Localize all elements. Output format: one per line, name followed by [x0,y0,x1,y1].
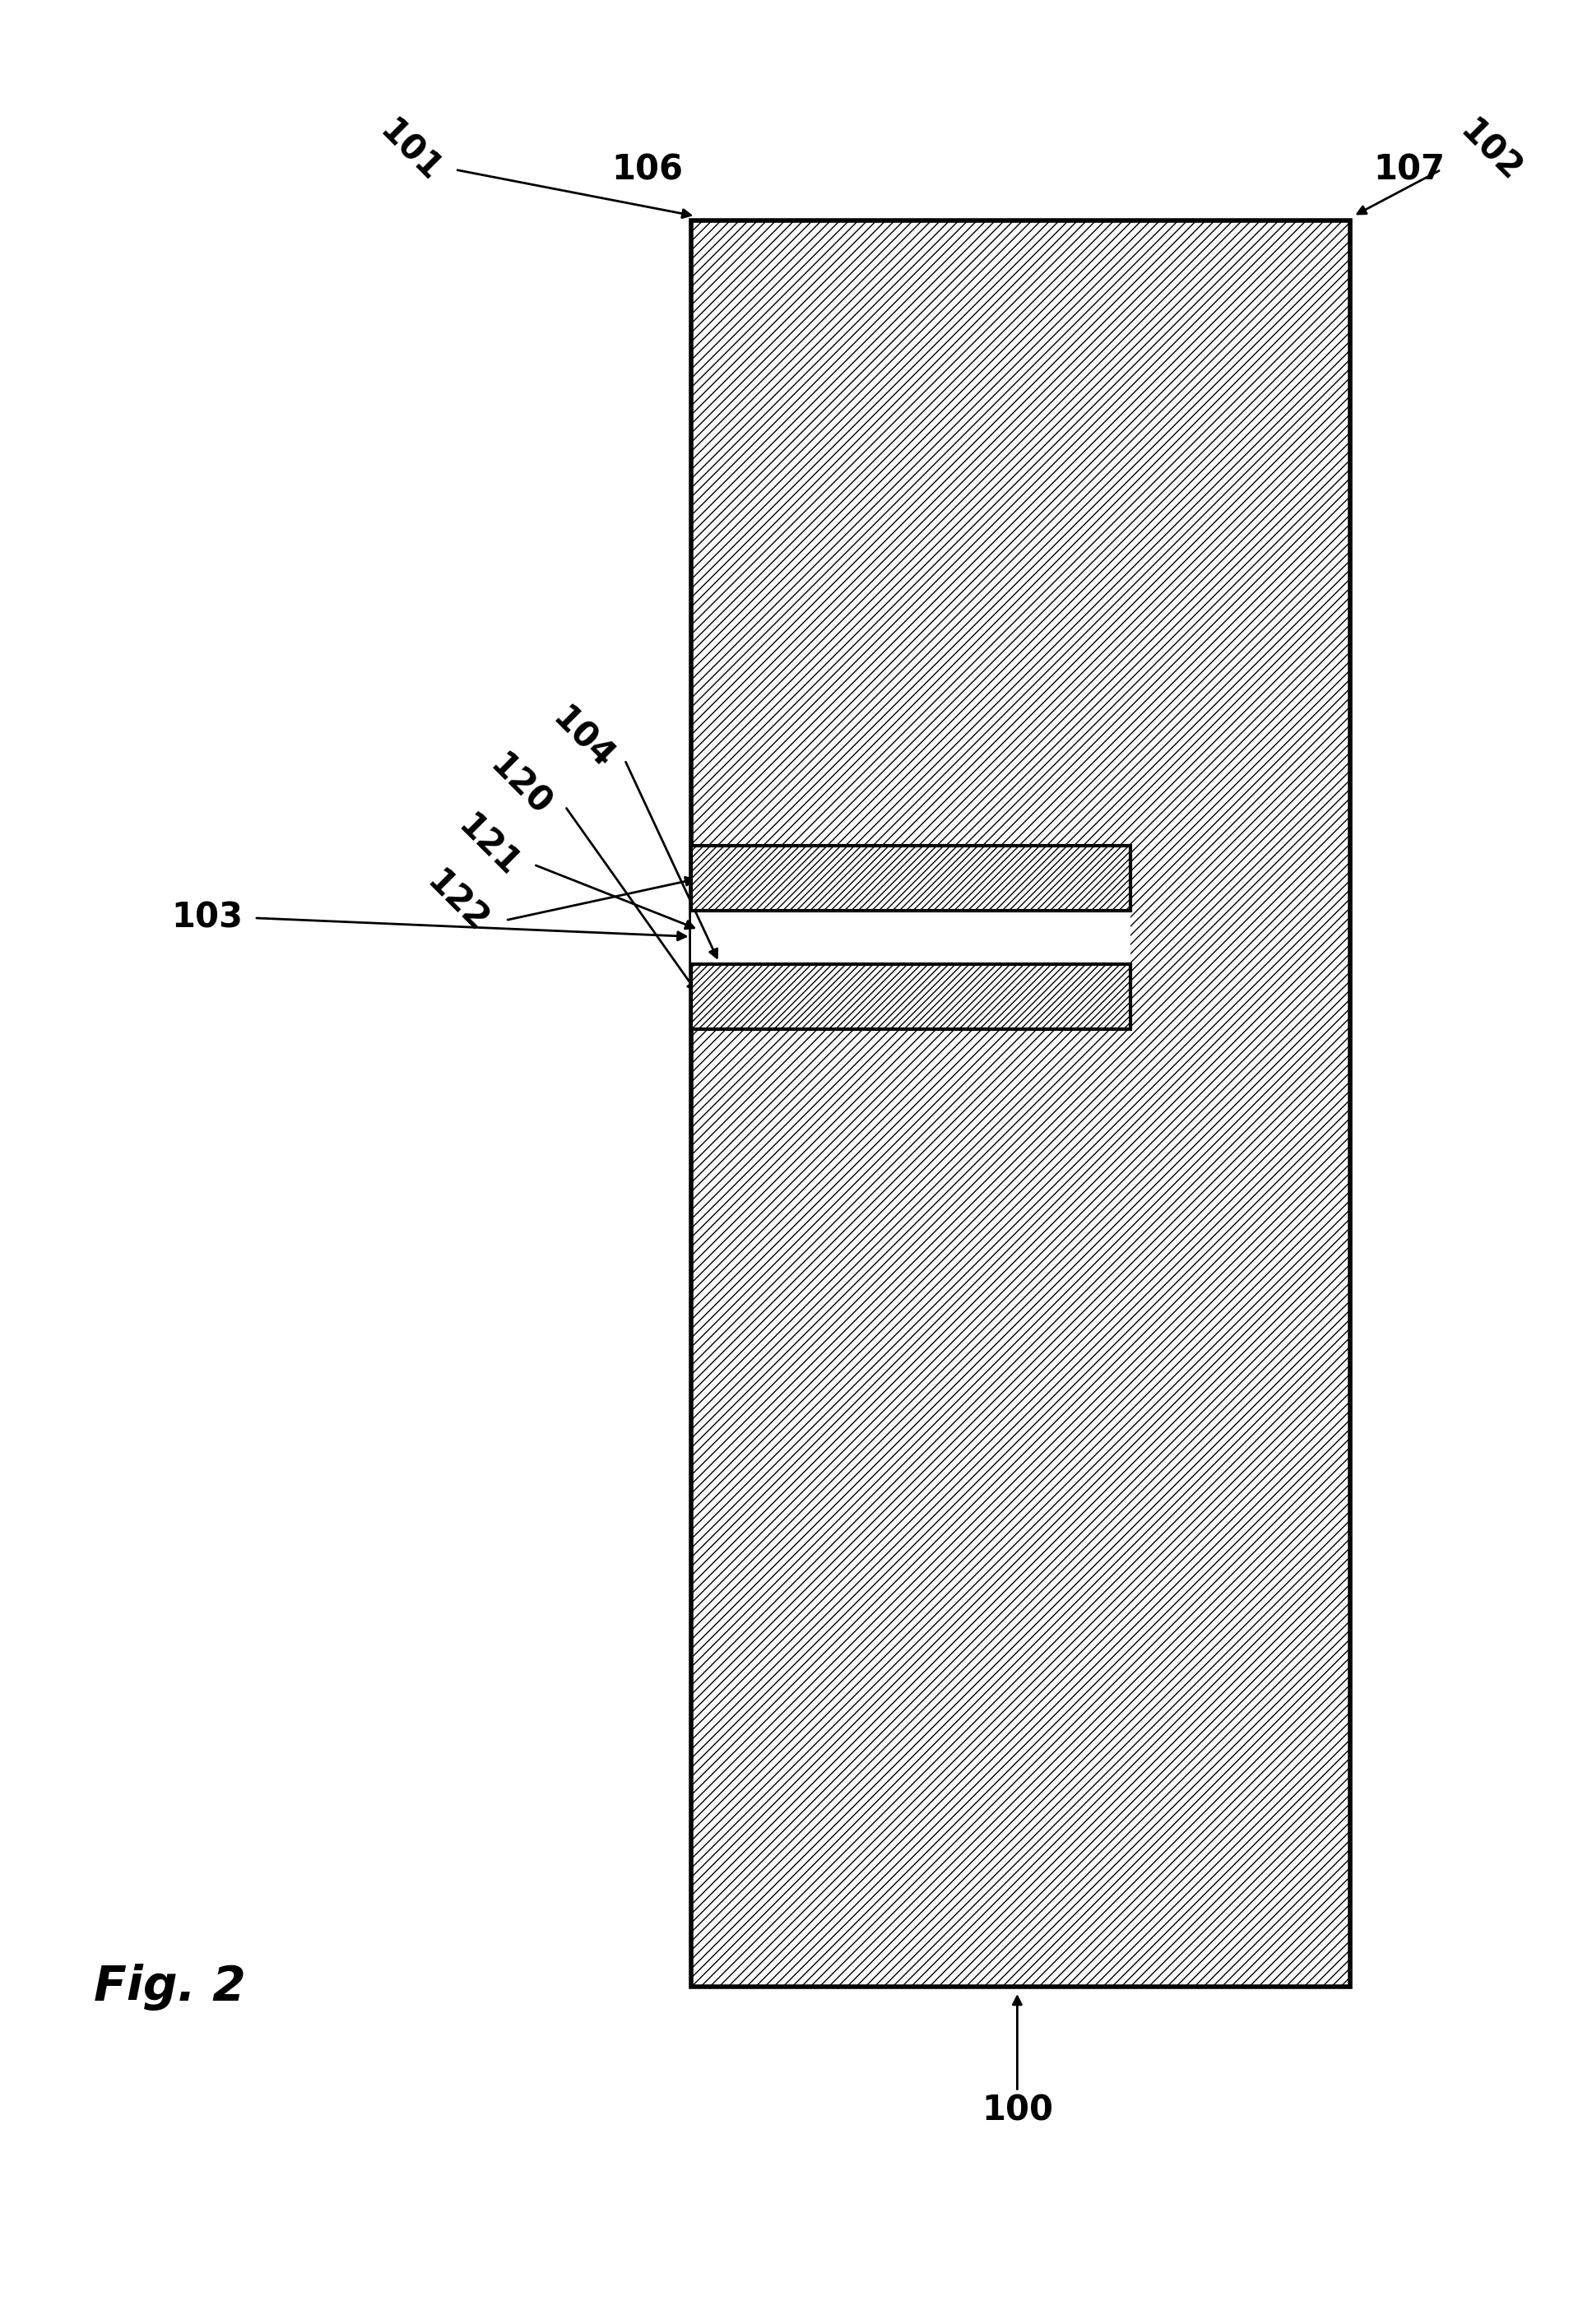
Text: 122: 122 [419,865,494,939]
Text: 101: 101 [372,114,447,188]
Text: 104: 104 [544,702,620,776]
Text: 103: 103 [171,902,243,934]
Bar [690,221,1349,1987]
Text: 102: 102 [1451,114,1527,188]
Bar [690,846,1130,911]
Text: 106: 106 [610,153,683,186]
Bar [690,911,1130,964]
Bar [690,964,1130,1030]
Text: 120: 120 [482,748,557,823]
Text: 121: 121 [450,809,526,883]
Text: 100: 100 [981,2094,1053,2126]
Text: 107: 107 [1373,153,1445,186]
Text: Fig. 2: Fig. 2 [94,1964,246,2010]
